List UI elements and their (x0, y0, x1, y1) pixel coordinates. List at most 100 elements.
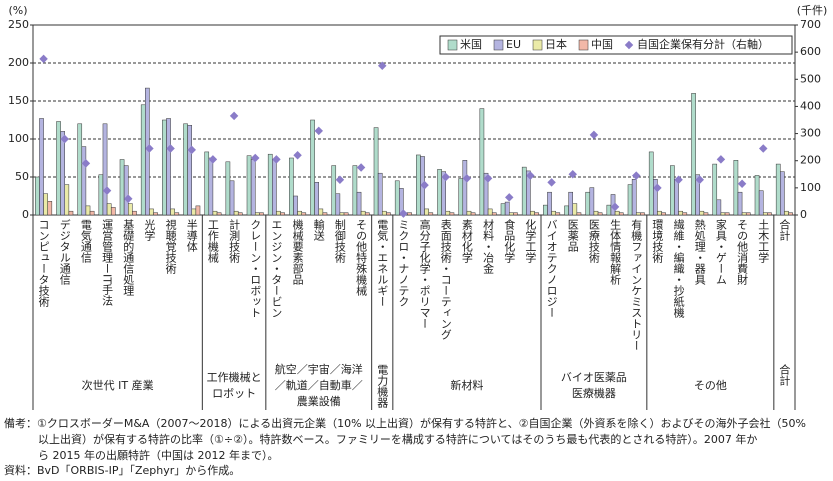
bar (216, 212, 222, 216)
marker (759, 144, 768, 153)
group-label: バイオ医薬品 (561, 371, 627, 384)
bar (657, 210, 662, 216)
bar (166, 118, 171, 216)
bar (470, 212, 476, 216)
group-label: 次世代 IT 産業 (82, 378, 154, 392)
marker (335, 175, 345, 184)
x-tick-label: 高分子化学・ポリマー (418, 218, 431, 329)
bar (382, 210, 387, 216)
bar (255, 212, 260, 216)
legend-label: 中国 (591, 38, 613, 51)
bar (458, 178, 464, 216)
y-tick-label: 250 (8, 18, 29, 31)
x-tick-label: 表面技術・コーティング (439, 218, 452, 340)
y2-tick-label: 400 (800, 99, 821, 112)
bar (441, 171, 446, 216)
y-tick-label: 200 (8, 56, 29, 69)
bar (331, 165, 337, 216)
legend-swatch (578, 39, 589, 51)
bar (195, 205, 201, 216)
bar (297, 210, 302, 216)
bar (585, 191, 591, 216)
group-label: 工作機械と (207, 370, 262, 384)
bar (491, 212, 497, 216)
bar (208, 157, 214, 216)
bar (102, 123, 108, 216)
bar (280, 212, 285, 216)
bar (500, 203, 506, 216)
bar (293, 195, 298, 216)
bar (407, 212, 412, 216)
y2-tick-label: 200 (800, 154, 821, 167)
bar (39, 118, 44, 216)
bar (47, 201, 53, 216)
bar (661, 212, 666, 216)
legend-label: 米国 (460, 38, 482, 51)
bar (289, 157, 294, 216)
bar (483, 172, 489, 216)
marker (293, 151, 302, 160)
marker (399, 209, 408, 218)
bar (106, 203, 112, 216)
bar (424, 208, 429, 216)
bar (695, 174, 700, 216)
legend-label: 日本 (545, 37, 567, 51)
bar (85, 205, 91, 216)
bar (225, 161, 231, 216)
bar (314, 182, 319, 216)
bar (149, 208, 154, 216)
bar (674, 179, 679, 216)
bar (237, 212, 243, 216)
bar (784, 210, 789, 216)
x-tick-label: クレーン・ロボット (249, 219, 262, 318)
bar (593, 210, 599, 216)
bar (555, 212, 561, 216)
x-tick-label: 輸送 (312, 218, 325, 241)
bar (691, 93, 696, 216)
bar (394, 180, 400, 216)
bar (356, 191, 362, 216)
marker (547, 178, 556, 187)
bar (170, 208, 175, 216)
bar (276, 210, 281, 216)
x-tick-label: 電気・エネルギー (376, 219, 389, 307)
legend-swatch (532, 39, 543, 51)
y-tick-label: 50 (15, 170, 29, 183)
bar (699, 210, 705, 216)
bar (466, 210, 472, 216)
bar (301, 212, 307, 216)
marker (378, 61, 387, 70)
x-tick-label: 半導体 (185, 218, 198, 252)
bar (653, 179, 658, 216)
bar (551, 210, 556, 216)
bar (364, 212, 370, 216)
bar (43, 193, 48, 216)
marker (81, 159, 91, 168)
x-tick-label: 基礎的通信処理 (122, 219, 135, 296)
legend-label: 自国企業保有分計（右軸） (637, 37, 769, 51)
bar (119, 159, 125, 216)
y-tick-label: 100 (8, 132, 29, 145)
bar (123, 165, 129, 216)
x-tick-label: 有機ファインケミストリー (630, 218, 643, 351)
bar (229, 180, 235, 216)
bar (335, 193, 341, 216)
group-label: その他 (694, 379, 727, 392)
bar (56, 121, 61, 216)
marker (632, 171, 641, 180)
marker (166, 144, 175, 153)
marker (589, 130, 599, 140)
bar (720, 212, 726, 216)
marker (229, 111, 239, 121)
group-label: 電力機器 (376, 364, 389, 409)
plot-frame (32, 24, 796, 216)
bar (504, 201, 510, 216)
bar (98, 174, 104, 216)
group-label: 新材料 (450, 378, 483, 392)
x-tick-label: ミクロ・ナノテク (397, 219, 410, 307)
marker (314, 126, 323, 136)
bar (204, 151, 210, 216)
bar (377, 172, 383, 216)
bar (589, 187, 595, 216)
bar (373, 127, 379, 216)
